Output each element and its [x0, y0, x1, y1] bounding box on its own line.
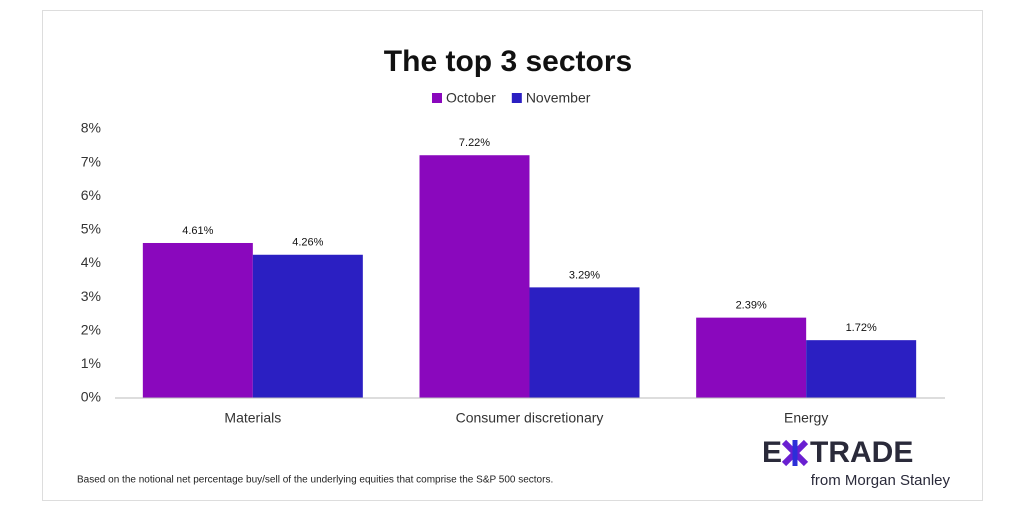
y-tick-label: 8%	[81, 120, 101, 136]
bar	[529, 287, 640, 398]
legend-swatch	[432, 93, 442, 103]
value-label: 2.39%	[736, 300, 767, 312]
logo-star	[781, 439, 809, 467]
logo-tagline: from Morgan Stanley	[811, 472, 951, 489]
chart-title: The top 3 sectors	[384, 45, 632, 78]
logo-right: TRADE	[810, 436, 913, 469]
logo: E TRADE from Morgan Stanley	[762, 436, 950, 489]
x-tick-label: Consumer discretionary	[456, 410, 604, 426]
legend-label: October	[446, 90, 496, 106]
y-tick-label: 3%	[81, 288, 101, 304]
y-tick-label: 7%	[81, 153, 101, 169]
x-tick-label: Energy	[784, 410, 828, 426]
bar	[806, 340, 917, 398]
logo-left: E	[762, 436, 782, 469]
legend-swatch	[511, 93, 522, 103]
bar	[142, 242, 253, 398]
bar	[252, 254, 363, 398]
value-label: 7.22%	[459, 137, 490, 149]
value-label: 4.26%	[292, 237, 323, 249]
value-label: 4.61%	[182, 225, 213, 237]
bar	[419, 155, 530, 398]
y-tick-label: 6%	[81, 187, 101, 203]
value-label: 1.72%	[846, 322, 877, 334]
value-label: 3.29%	[569, 269, 600, 281]
legend-label: November	[526, 90, 591, 106]
y-tick-label: 2%	[81, 321, 101, 337]
y-tick-label: 0%	[81, 389, 101, 405]
x-tick-label: Materials	[224, 410, 281, 426]
y-tick-label: 4%	[81, 254, 101, 270]
y-tick-label: 1%	[81, 355, 101, 371]
footnote: Based on the notional net percentage buy…	[77, 475, 553, 486]
bar	[696, 317, 807, 398]
y-tick-label: 5%	[81, 221, 101, 237]
